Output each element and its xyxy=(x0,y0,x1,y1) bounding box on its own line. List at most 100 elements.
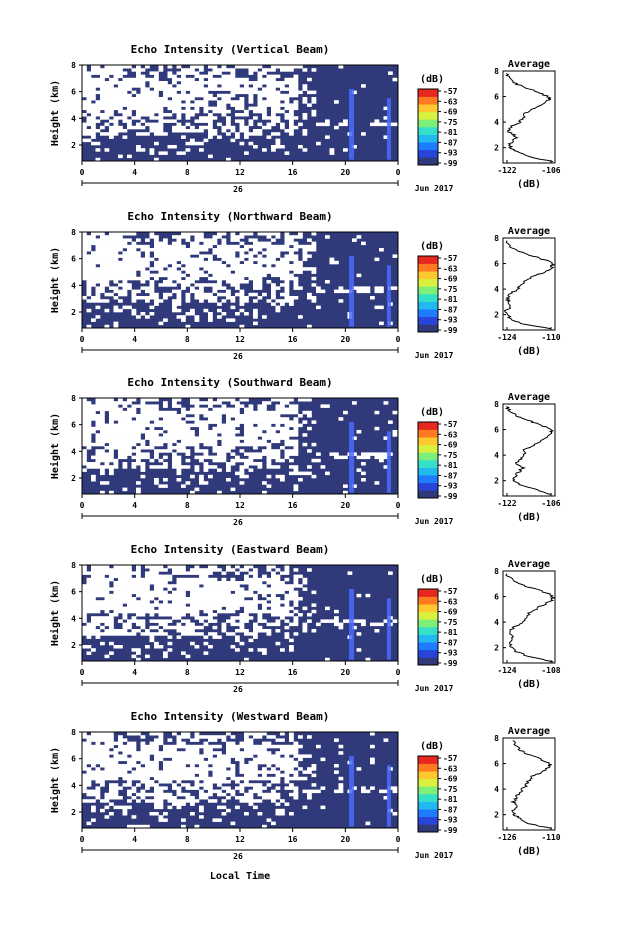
gap-cell xyxy=(212,260,218,265)
gap-cell xyxy=(91,609,96,614)
gap-cell xyxy=(248,257,254,262)
colorbar-tick-label: -57 xyxy=(443,254,458,263)
gap-cell xyxy=(140,119,146,123)
gap-cell xyxy=(262,257,267,262)
gap-cell xyxy=(262,270,267,274)
gap-cell xyxy=(185,276,191,281)
colorbar-segment xyxy=(418,482,438,491)
gap-cell xyxy=(271,449,276,453)
gap-cell xyxy=(82,238,87,242)
gap-cell xyxy=(253,462,258,466)
gap-cell xyxy=(302,248,308,252)
gap-cell xyxy=(140,68,146,72)
gap-cell xyxy=(221,270,227,274)
gap-cell xyxy=(203,308,209,313)
gap-cell xyxy=(212,632,218,636)
gap-cell xyxy=(271,455,276,460)
gap-cell xyxy=(154,770,159,774)
gap-cell xyxy=(226,587,231,591)
gap-cell xyxy=(253,581,258,585)
gap-cell xyxy=(136,254,141,258)
gap-cell xyxy=(176,805,182,810)
gap-cell xyxy=(293,426,299,431)
gap-cell xyxy=(311,296,317,300)
gap-cell xyxy=(91,122,96,127)
gap-cell xyxy=(95,760,101,765)
gap-cell xyxy=(127,619,132,623)
gap-cell xyxy=(109,132,114,136)
gap-cell xyxy=(212,760,218,765)
gap-cell xyxy=(221,238,227,242)
gap-cell xyxy=(253,299,258,303)
gap-cell xyxy=(140,735,146,739)
gap-cell xyxy=(109,414,114,418)
gap-cell xyxy=(343,289,348,294)
gap-cell xyxy=(244,452,249,456)
gap-cell xyxy=(109,471,114,476)
y-axis-label: Height (km) xyxy=(49,80,61,146)
gap-cell xyxy=(104,584,110,588)
gap-cell xyxy=(95,590,101,595)
gap-cell xyxy=(257,629,263,633)
gap-cell xyxy=(194,420,200,424)
gap-cell xyxy=(253,129,258,133)
gap-cell xyxy=(266,257,272,262)
gap-cell xyxy=(257,609,263,614)
gap-cell xyxy=(136,100,141,104)
gap-cell xyxy=(158,645,164,649)
gap-cell xyxy=(217,568,222,572)
gap-cell xyxy=(158,244,164,249)
gap-cell xyxy=(262,68,267,72)
gap-cell xyxy=(266,484,272,488)
gap-cell xyxy=(239,783,245,787)
gap-cell xyxy=(284,802,290,806)
gap-cell xyxy=(82,458,87,463)
gap-cell xyxy=(221,773,227,778)
gap-cell xyxy=(298,315,303,319)
gap-cell xyxy=(271,109,276,114)
gap-cell xyxy=(235,600,240,604)
profile-x-label: (dB) xyxy=(517,512,541,523)
gap-cell xyxy=(140,407,146,412)
gap-cell xyxy=(289,593,294,598)
gap-cell xyxy=(131,815,137,819)
gap-cell xyxy=(122,597,128,601)
gap-cell xyxy=(338,65,344,69)
gap-cell xyxy=(91,93,96,98)
gap-cell xyxy=(91,597,96,601)
gap-cell xyxy=(239,754,245,758)
gap-cell xyxy=(109,802,114,806)
gap-cell xyxy=(136,574,141,579)
gap-cell xyxy=(140,824,146,829)
gap-cell xyxy=(82,600,87,604)
gap-cell xyxy=(154,587,159,591)
gap-cell xyxy=(266,597,272,601)
gap-cell xyxy=(244,465,249,469)
gap-cell xyxy=(91,805,96,810)
gap-cell xyxy=(95,593,101,598)
gap-cell xyxy=(253,805,258,810)
gap-cell xyxy=(131,426,137,431)
y-tick-label: 6 xyxy=(71,588,76,597)
gap-cell xyxy=(113,571,119,575)
gap-cell xyxy=(194,276,200,281)
gap-cell xyxy=(113,71,119,75)
gap-cell xyxy=(82,138,87,143)
gap-cell xyxy=(145,455,150,460)
gap-cell xyxy=(356,273,362,278)
gap-cell xyxy=(82,767,87,771)
gap-cell xyxy=(181,260,186,265)
gap-cell xyxy=(82,103,87,107)
gap-cell xyxy=(230,606,236,611)
gap-cell xyxy=(257,417,263,421)
gap-cell xyxy=(109,767,114,771)
gap-cell xyxy=(199,292,204,297)
gap-cell xyxy=(104,616,110,620)
gap-cell xyxy=(158,796,164,800)
gap-cell xyxy=(95,773,101,778)
panel-title: Echo Intensity (Vertical Beam) xyxy=(131,43,330,56)
gap-cell xyxy=(122,590,128,595)
gap-cell xyxy=(203,773,209,778)
x-tick-label: 8 xyxy=(185,168,190,177)
gap-cell xyxy=(284,276,290,281)
